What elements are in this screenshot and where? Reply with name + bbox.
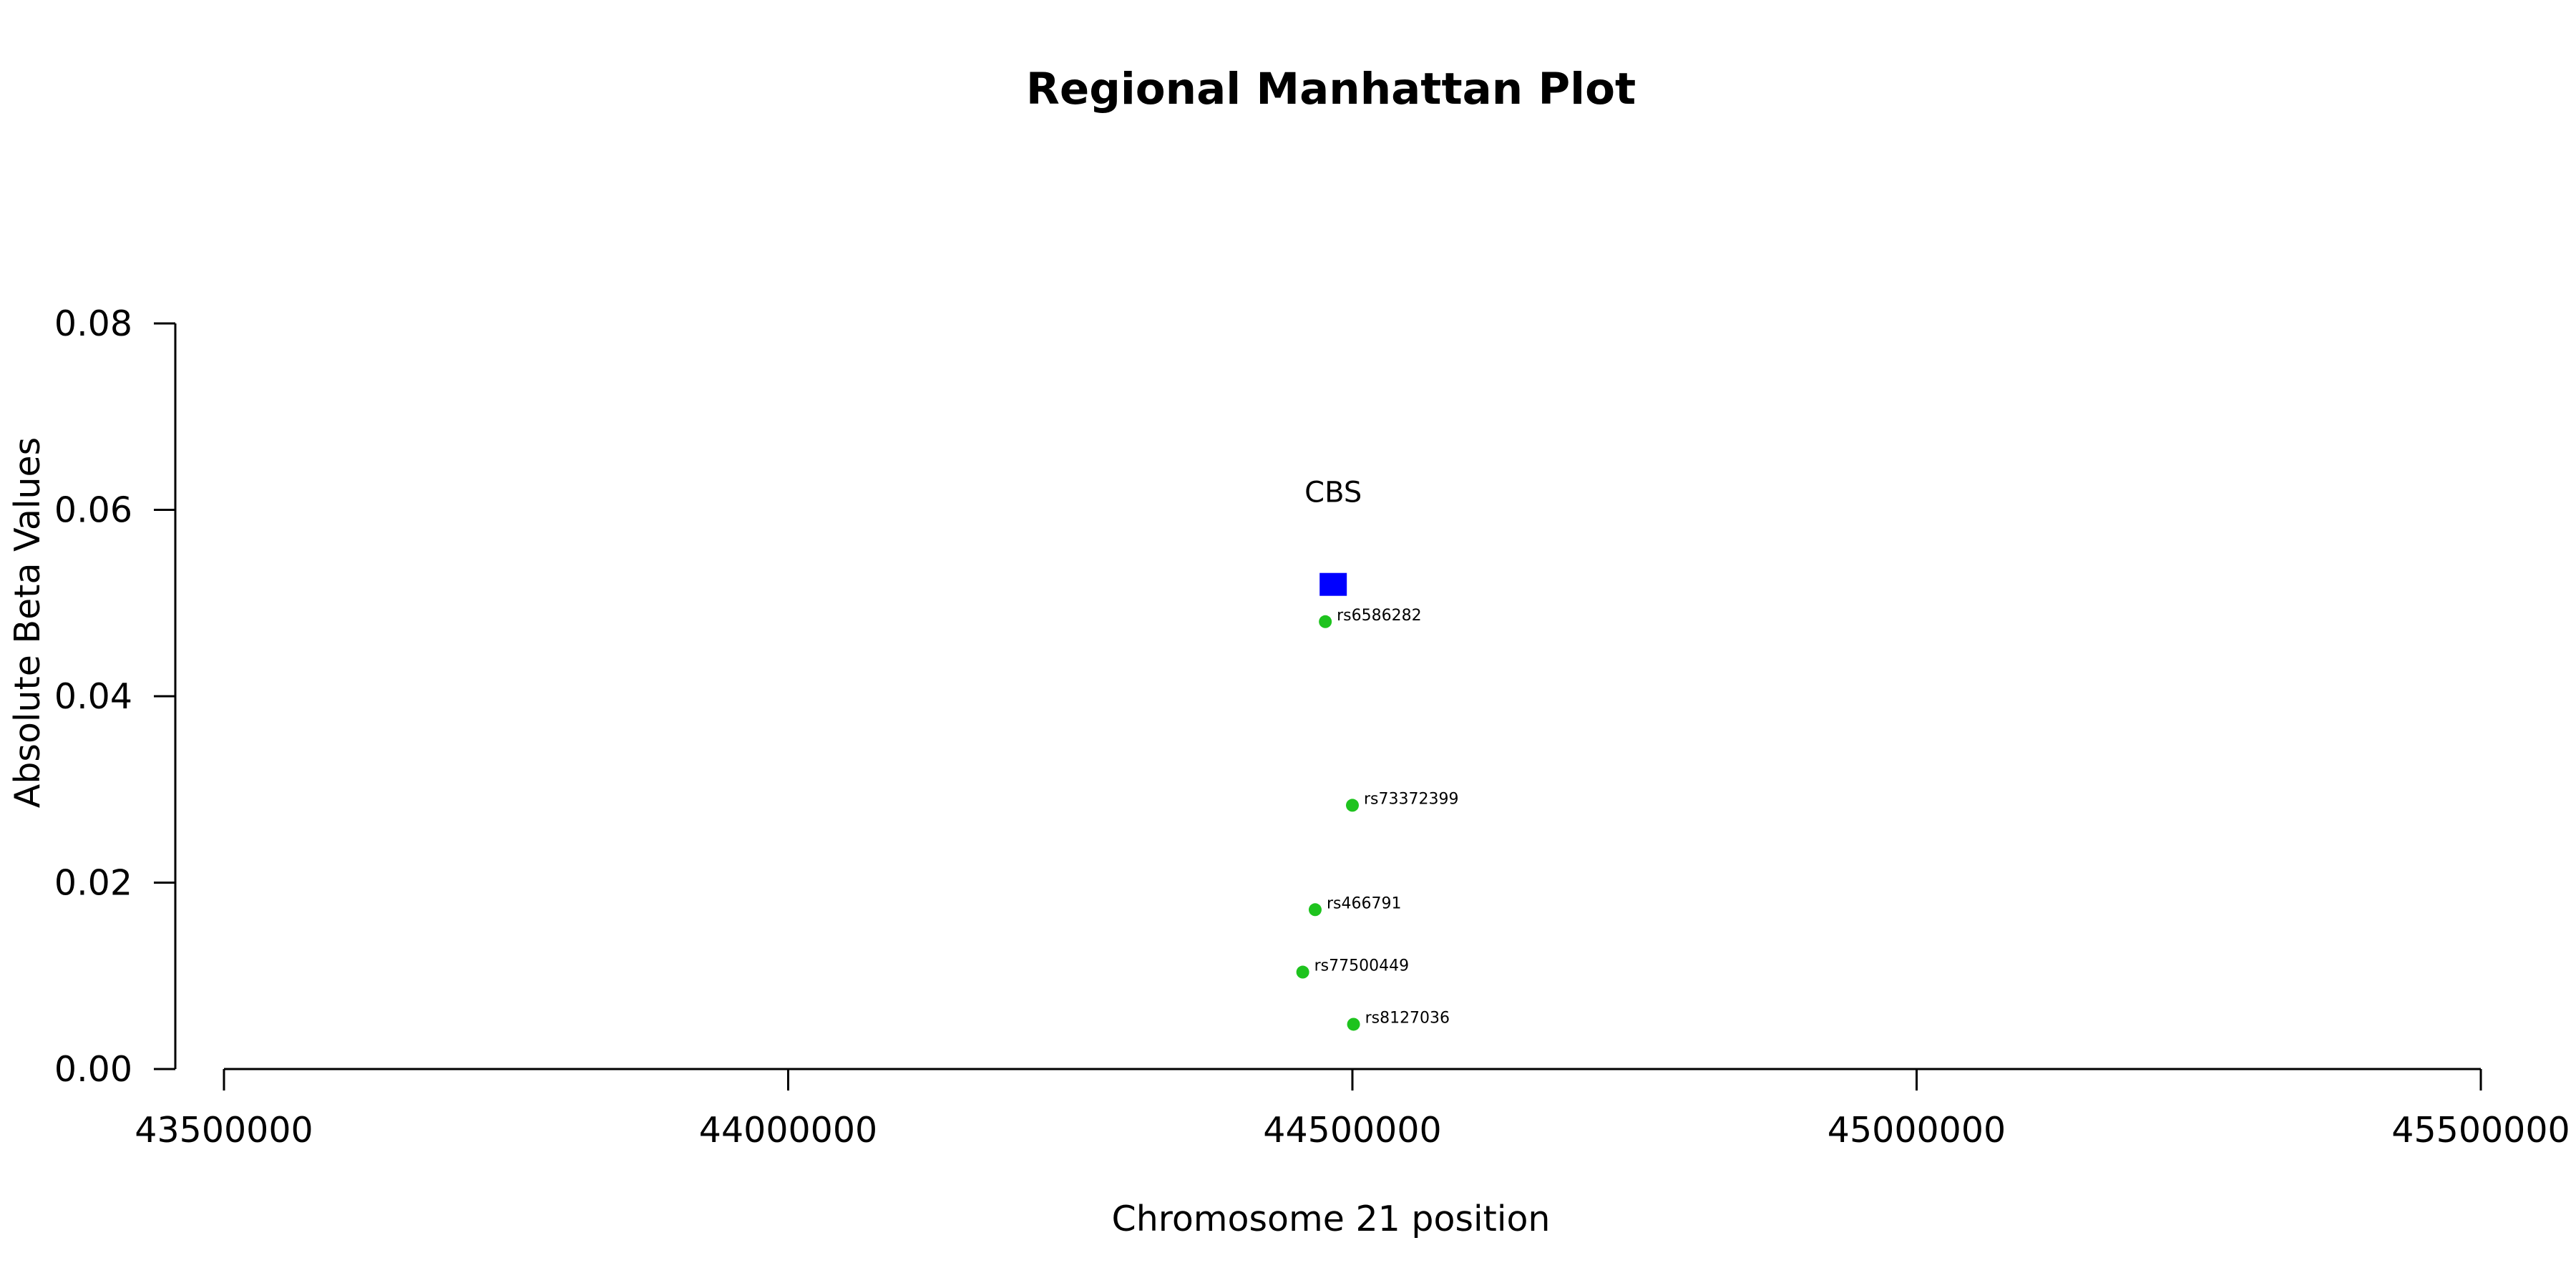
y-axis-label: Absolute Beta Values [7, 437, 48, 808]
data-points: rs6586282 rs73372399 rs466791 rs77500449 rs8… [1296, 607, 1458, 1031]
snp-label: rs466791 [1327, 894, 1402, 912]
x-tick-label: 45500000 [2391, 1110, 2570, 1151]
x-tick-label: 44500000 [1263, 1110, 1441, 1151]
y-tick-label: 0.02 [54, 863, 132, 904]
snp-label: rs73372399 [1364, 790, 1458, 808]
y-tick-label: 0.06 [54, 490, 132, 531]
snp-point [1347, 1018, 1360, 1031]
gene-marker [1319, 572, 1347, 596]
y-tick-label: 0.00 [54, 1049, 132, 1090]
snp-label: rs8127036 [1365, 1009, 1450, 1027]
x-tick-label: 45000000 [1828, 1110, 2006, 1151]
x-axis-label: Chromosome 21 position [1111, 1199, 1550, 1239]
y-axis: 0.00 0.02 0.04 0.06 0.08 [54, 303, 177, 1090]
snp-point [1319, 615, 1332, 628]
x-tick-label: 44000000 [699, 1110, 877, 1151]
snp-label: rs77500449 [1314, 957, 1409, 975]
snp-point [1308, 903, 1322, 917]
snp-point [1346, 799, 1359, 812]
x-axis: 43500000 44000000 44500000 45000000 45500000 [135, 1068, 2570, 1151]
gene-annotations: CBS [1304, 477, 1362, 596]
x-tick-label: 43500000 [135, 1110, 313, 1151]
snp-label: rs6586282 [1337, 607, 1422, 625]
gene-label: CBS [1304, 477, 1362, 509]
snp-point [1296, 965, 1309, 979]
chart-title: Regional Manhattan Plot [1026, 64, 1636, 114]
y-tick-label: 0.04 [54, 676, 132, 717]
y-tick-label: 0.08 [54, 303, 132, 344]
